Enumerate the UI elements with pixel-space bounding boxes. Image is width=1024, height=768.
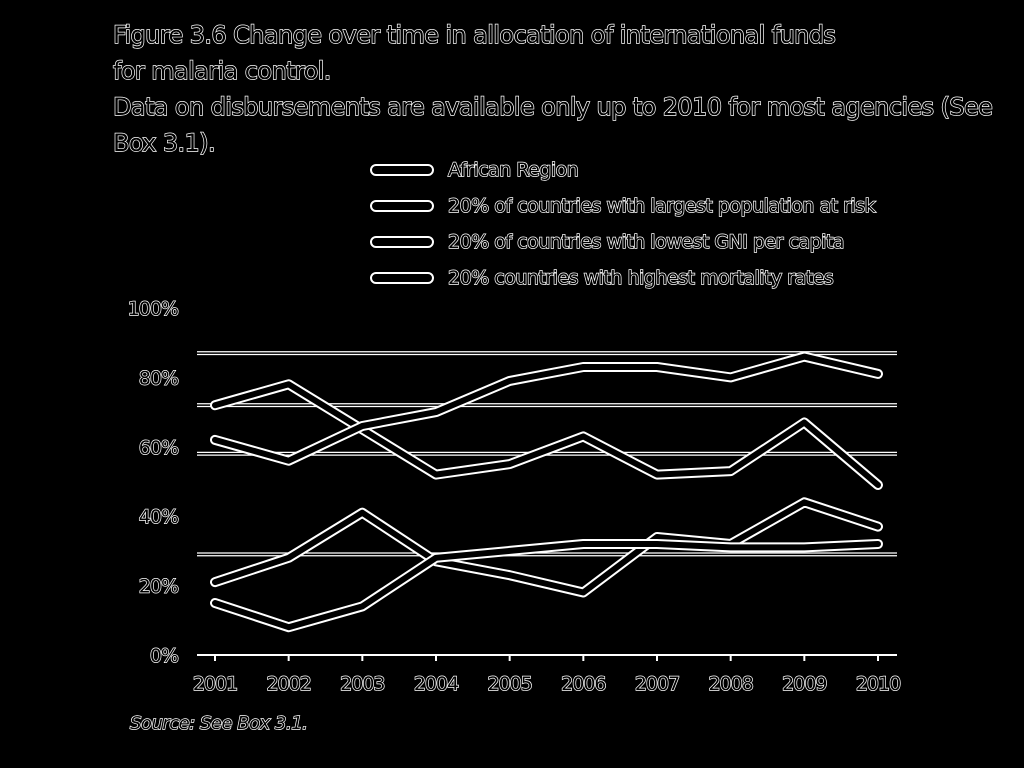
y-tick-label: 20% — [139, 576, 178, 598]
y-tick-label: 100% — [128, 298, 178, 320]
series-line — [212, 541, 881, 631]
figure-title-block: Figure 3.6 Change over time in allocatio… — [112, 17, 993, 161]
legend-swatch — [370, 164, 434, 176]
legend-item-african-region: African Region — [370, 152, 930, 188]
legend-swatch — [370, 200, 434, 212]
series-line — [212, 381, 881, 488]
figure-subtitle-line-1: Data on disbursements are available only… — [112, 92, 993, 121]
x-tick-label: 2002 — [266, 673, 310, 695]
axes — [197, 654, 897, 661]
y-tick-label: 60% — [139, 437, 178, 459]
x-tick-label: 2003 — [340, 673, 384, 695]
source-note: Source: See Box 3.1. — [129, 712, 308, 734]
legend-swatch — [370, 272, 434, 284]
legend-label: 20% of countries with lowest GNI per cap… — [447, 230, 845, 253]
y-tick-label: 80% — [139, 367, 178, 389]
legend-swatch — [370, 236, 434, 248]
figure-title-line-2: for malaria control. — [112, 56, 332, 85]
x-tick-label: 2001 — [193, 673, 237, 695]
x-tick-label: 2006 — [561, 673, 605, 695]
tick-labels: 0% 20% 40% 60% 80% 100% 2001 2002 2003 2004 2005 20… — [127, 297, 902, 695]
legend-item-lowest-gni: 20% of countries with lowest GNI per cap… — [370, 224, 930, 260]
y-tick-label: 0% — [150, 645, 178, 667]
x-tick-label: 2004 — [414, 673, 459, 695]
series-line — [212, 499, 881, 596]
legend-item-highest-mortality: 20% countries with highest mortality rat… — [370, 260, 930, 296]
x-tick-label: 2005 — [487, 673, 531, 695]
series-line — [212, 353, 881, 464]
legend-label: African Region — [447, 158, 579, 181]
legend-item-largest-population: 20% of countries with largest population… — [370, 188, 930, 224]
x-tick-label: 2008 — [708, 673, 752, 695]
x-tick-label: 2007 — [635, 673, 679, 695]
legend-label: 20% countries with highest mortality rat… — [447, 266, 834, 289]
y-tick-label: 40% — [139, 506, 178, 528]
figure-subtitle-line-2: Box 3.1). — [112, 128, 216, 157]
x-tick-label: 2009 — [782, 673, 826, 695]
x-tick-label: 2010 — [856, 673, 900, 695]
series-lines — [210, 351, 883, 633]
figure-title-line-1: Figure 3.6 Change over time in allocatio… — [112, 20, 836, 49]
legend-label: 20% of countries with largest population… — [447, 194, 876, 217]
chart-legend: African Region 20% of countries with lar… — [370, 152, 930, 296]
